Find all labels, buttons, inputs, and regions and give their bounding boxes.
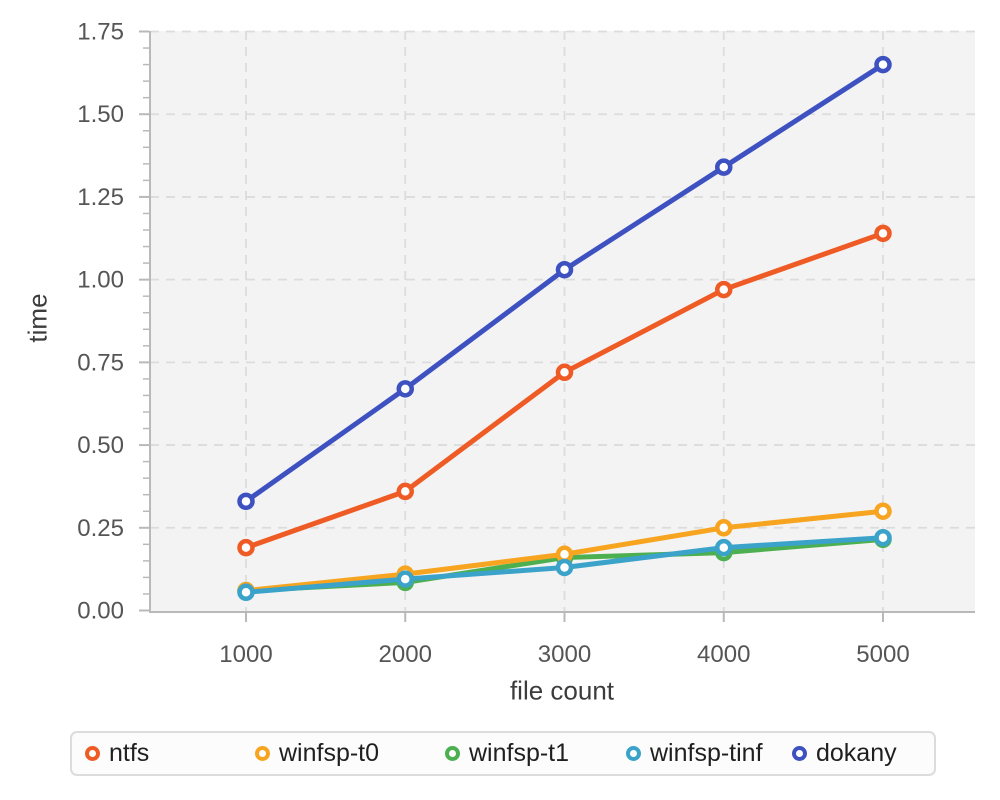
legend: ntfs winfsp-t0 winfsp-t1 winfsp-tinf dokany xyxy=(70,731,936,776)
x-tick-label: 2000 xyxy=(379,641,432,668)
data-point-marker xyxy=(715,280,733,299)
data-point-marker xyxy=(874,55,892,74)
data-point-marker xyxy=(396,570,414,588)
legend-item-winfsp-tinf: winfsp-tinf xyxy=(626,739,792,768)
data-point-marker xyxy=(555,363,574,382)
data-point-marker xyxy=(874,224,892,243)
y-tick-label: 1.75 xyxy=(77,19,124,46)
data-point-marker xyxy=(874,502,892,520)
data-point-marker xyxy=(874,528,892,547)
x-tick-label: 1000 xyxy=(219,641,272,668)
y-tick-label: 0.75 xyxy=(77,349,124,376)
legend-item-ntfs: ntfs xyxy=(85,739,255,768)
y-tick-label: 0.25 xyxy=(77,515,124,542)
data-point-marker xyxy=(715,538,733,557)
legend-marker-icon xyxy=(255,746,270,761)
plot-area: 0.00 0.25 0.50 0.75 1.00 1.25 1.50 1.75 1000 2000… xyxy=(77,19,975,668)
series-dokany xyxy=(237,55,892,511)
legend-marker-icon xyxy=(792,746,807,761)
y-tick-label: 1.25 xyxy=(77,184,124,211)
legend-label: ntfs xyxy=(109,739,150,767)
y-tick-label: 1.50 xyxy=(77,101,124,128)
legend-label: winfsp-t0 xyxy=(279,739,380,767)
data-point-marker xyxy=(396,482,414,501)
legend-item-dokany: dokany xyxy=(792,739,897,768)
data-point-marker xyxy=(555,260,574,279)
y-tick-label: 0.00 xyxy=(77,598,124,625)
y-axis-title: time xyxy=(22,293,53,343)
legend-marker-icon xyxy=(445,746,460,761)
data-point-marker xyxy=(237,492,255,511)
x-tick-label: 5000 xyxy=(856,641,909,668)
plot-panel xyxy=(150,31,975,612)
legend-item-winfsp-t0: winfsp-t0 xyxy=(255,739,445,768)
y-tick-label: 1.00 xyxy=(77,267,124,294)
series-ntfs xyxy=(237,224,892,557)
legend-marker-icon xyxy=(626,746,641,761)
x-tick-label: 3000 xyxy=(538,641,591,668)
data-point-marker xyxy=(555,558,574,577)
x-tick-label: 4000 xyxy=(697,641,750,668)
legend-label: winfsp-tinf xyxy=(650,739,763,767)
series-winfsp-tinf xyxy=(237,528,892,602)
data-point-marker xyxy=(715,158,733,176)
legend-label: dokany xyxy=(816,739,897,767)
data-point-marker xyxy=(396,380,414,398)
legend-item-winfsp-t1: winfsp-t1 xyxy=(445,739,626,768)
x-axis-title: file count xyxy=(509,675,615,706)
y-tick-label: 0.50 xyxy=(77,432,124,459)
data-point-marker xyxy=(237,538,255,557)
data-point-marker xyxy=(237,583,255,602)
legend-label: winfsp-t1 xyxy=(469,739,570,767)
legend-marker-icon xyxy=(85,746,100,761)
data-point-marker xyxy=(715,519,733,537)
